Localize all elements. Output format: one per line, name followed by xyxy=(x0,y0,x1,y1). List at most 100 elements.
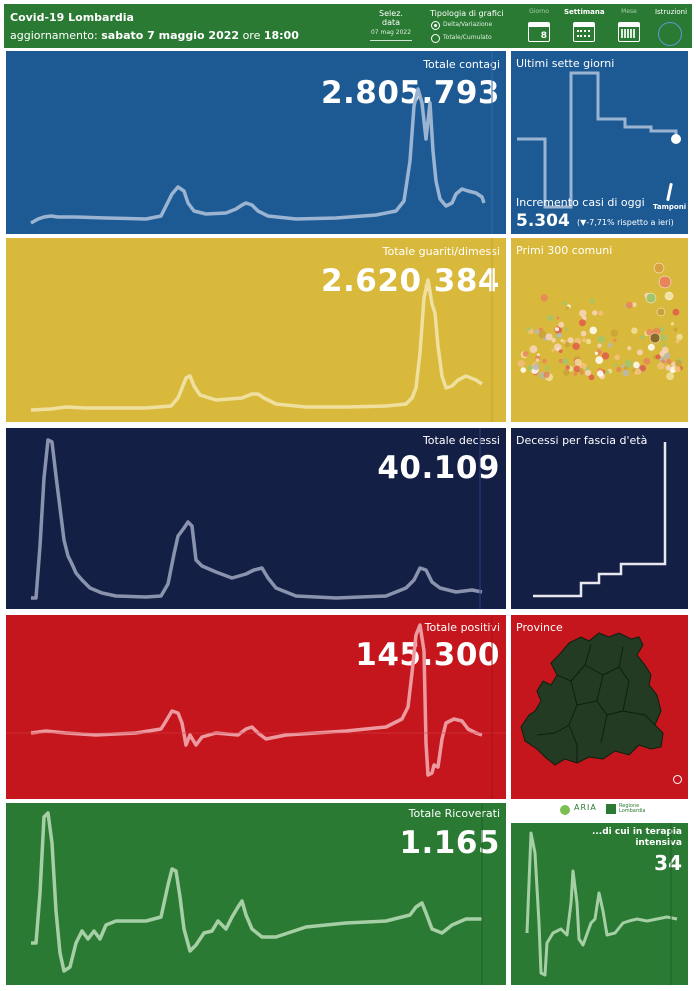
panel-guariti-title: Totale guariti/dimessi xyxy=(382,245,500,258)
increment-label: Incremento casi di oggi xyxy=(516,196,645,209)
comune-bubble xyxy=(580,330,587,337)
regione-logo-text: Regione Lombardia xyxy=(619,803,646,814)
panel-guariti[interactable]: Totale guariti/dimessi 2.620.384 xyxy=(6,238,506,422)
comune-bubble xyxy=(579,367,584,372)
comune-bubble xyxy=(664,352,671,359)
comune-bubble xyxy=(563,369,570,376)
comune-bubble xyxy=(565,365,570,370)
radio-totale[interactable]: Totale/Cumulato xyxy=(430,33,510,44)
comune-bubble xyxy=(646,329,653,336)
date-selector-underline xyxy=(370,40,412,41)
comune-bubble xyxy=(607,342,613,348)
panel-decessi-fascia-eta[interactable]: Decessi per fascia d'età xyxy=(511,428,688,609)
comune-bubble xyxy=(666,372,674,381)
comune-bubble xyxy=(670,322,675,326)
update-label: aggiornamento: xyxy=(10,29,98,42)
terapia-line xyxy=(525,831,678,977)
comune-bubble xyxy=(551,338,556,343)
period-month-button[interactable]: Mese xyxy=(612,8,646,46)
comune-bubble xyxy=(598,310,604,316)
comune-bubble xyxy=(589,298,595,304)
app-title: Covid-19 Lombardia xyxy=(10,11,134,24)
radio-totale-label: Totale/Cumulato xyxy=(443,34,492,41)
comune-bubble-large xyxy=(664,291,674,301)
panel-ricoverati-title: Totale Ricoverati xyxy=(408,807,500,820)
period-day-button[interactable]: Giorno 8 xyxy=(522,8,556,46)
increment-change: (▼-7,71% rispetto a ieri) xyxy=(577,218,674,227)
comune-bubble xyxy=(538,330,547,339)
tamponi-button[interactable]: Tamponi xyxy=(653,182,686,213)
period-week-label: Settimana xyxy=(564,8,605,16)
terapia-title-line2: intensiva xyxy=(635,838,682,848)
comune-bubble xyxy=(592,310,598,316)
instructions-label: Istruzioni xyxy=(654,8,688,16)
panel-province[interactable]: Province xyxy=(511,615,688,799)
comune-bubble xyxy=(655,354,661,360)
decessi-trend-line xyxy=(31,438,483,600)
panel-contagi-title: Totale contagi xyxy=(423,58,500,71)
panel-terapia-intensiva[interactable]: ...di cui in terapia intensiva 34 xyxy=(511,823,688,985)
comune-bubble xyxy=(640,335,645,340)
update-ore: ore xyxy=(242,29,261,42)
panel-positivi[interactable]: Totale positivi 145.300 xyxy=(6,615,506,799)
zoom-icon[interactable] xyxy=(673,775,682,784)
header-bar: Covid-19 Lombardia aggiornamento: sabato… xyxy=(4,4,692,48)
comune-bubble xyxy=(573,372,578,376)
period-day-label: Giorno xyxy=(529,8,549,15)
period-week-button[interactable]: Settimana xyxy=(564,8,605,46)
comune-bubble xyxy=(558,321,565,328)
comune-bubble xyxy=(539,374,543,378)
comune-bubble xyxy=(526,326,531,331)
panel-contagi-value: 2.805.793 xyxy=(320,75,500,111)
panel-ricoverati[interactable]: Totale Ricoverati 1.165 xyxy=(6,803,506,985)
comuni-title: Primi 300 comuni xyxy=(516,244,613,257)
comune-bubble xyxy=(665,365,672,371)
comune-bubble xyxy=(639,364,646,372)
comune-bubble xyxy=(624,359,633,368)
panel-ultimi-sette-giorni[interactable]: Ultimi sette giorni Incremento casi di o… xyxy=(511,51,688,234)
info-circle-icon xyxy=(658,22,682,46)
comune-bubble-large xyxy=(658,275,672,289)
panel-contagi[interactable]: Totale contagi 2.805.793 xyxy=(6,51,506,234)
terapia-chart xyxy=(525,823,678,985)
ultimi-current-dot xyxy=(671,134,681,144)
panel-ricoverati-value: 1.165 xyxy=(399,825,500,861)
fascia-line xyxy=(533,442,667,598)
comune-bubble xyxy=(585,369,592,376)
chart-type-label: Tipologia di grafici xyxy=(430,9,504,18)
comune-bubble-large xyxy=(645,292,657,304)
comune-bubble xyxy=(597,343,602,348)
comune-bubble xyxy=(556,332,562,338)
comune-bubble xyxy=(564,327,569,331)
province-title: Province xyxy=(516,621,563,634)
date-selector-label: Selez. data xyxy=(379,9,403,27)
comune-bubble xyxy=(545,365,550,371)
update-info: aggiornamento: sabato 7 maggio 2022 ore … xyxy=(10,29,299,42)
comune-bubble xyxy=(623,366,628,371)
comune-bubble xyxy=(535,358,540,362)
guariti-trend-line xyxy=(30,278,483,412)
comune-bubble xyxy=(574,358,582,366)
comune-bubble xyxy=(579,309,587,317)
comune-bubble xyxy=(558,349,563,353)
tamponi-label: Tamponi xyxy=(653,203,687,211)
comune-bubble xyxy=(542,358,547,364)
panel-decessi[interactable]: Totale decessi 40.109 xyxy=(6,428,506,609)
comune-bubble xyxy=(659,327,665,332)
instructions-button[interactable]: Istruzioni xyxy=(652,8,690,46)
ricoverati-trend-chart xyxy=(31,803,483,985)
comune-bubble xyxy=(556,316,560,320)
date-selector[interactable]: Selez. data 07 mag 2022 xyxy=(370,9,412,41)
comune-bubble xyxy=(520,367,527,373)
comune-bubble xyxy=(589,326,597,335)
comune-bubble xyxy=(643,357,651,365)
calendar-day-icon: 8 xyxy=(528,22,550,42)
comune-bubble xyxy=(529,345,538,353)
comune-bubble xyxy=(613,338,617,342)
comune-bubble xyxy=(669,366,677,374)
comuni-bubble-chart xyxy=(517,262,683,382)
ultimi-title: Ultimi sette giorni xyxy=(516,57,615,70)
panel-primi-300-comuni[interactable]: Primi 300 comuni xyxy=(511,238,688,422)
radio-delta[interactable]: Delta/Variazione xyxy=(430,20,510,31)
comune-bubble-large xyxy=(653,262,665,274)
